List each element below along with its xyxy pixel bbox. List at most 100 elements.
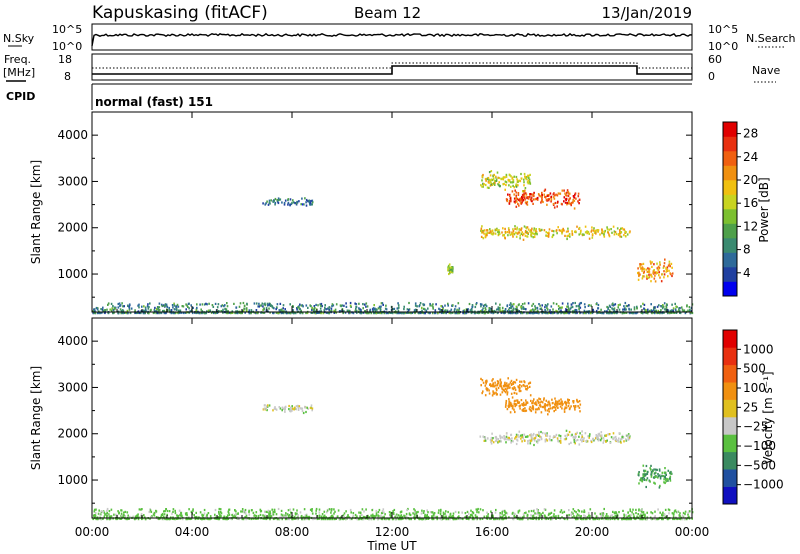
power-echo-cell	[451, 267, 454, 270]
velocity-echo-cell	[561, 404, 564, 407]
power-echo-cell	[265, 307, 268, 310]
velocity-echo-cell	[426, 509, 428, 512]
velocity-echo-cell	[600, 517, 603, 520]
velocity-echo-cell	[343, 515, 346, 518]
velocity-echo-cell	[414, 509, 416, 512]
velocity-echo-cell	[667, 518, 669, 521]
velocity-echo-cell	[657, 508, 659, 511]
power-echo-cell	[550, 198, 553, 201]
power-echo-cell	[358, 308, 360, 311]
power-echo-cell	[540, 200, 543, 203]
power-echo-cell	[480, 227, 483, 230]
velocity-echo-cell	[149, 517, 151, 520]
power-echo-cell	[534, 198, 537, 201]
velocity-echo-cell	[576, 431, 578, 434]
velocity-echo-cell	[494, 384, 497, 387]
power-echo-cell	[652, 308, 655, 312]
velocity-echo-cell	[547, 413, 549, 416]
velocity-echo-cell	[605, 514, 607, 518]
velocity-echo-cell	[105, 513, 107, 516]
velocity-echo-cell	[561, 511, 564, 514]
power-echo-cell	[370, 312, 373, 315]
power-echo-cell	[404, 311, 407, 315]
power-echo-cell	[588, 232, 590, 235]
velocity-echo-cell	[129, 515, 131, 518]
freq-label-unit: [MHz]	[3, 66, 35, 79]
velocity-echo-cell	[95, 517, 97, 521]
velocity-echo-cell	[656, 468, 658, 471]
velocity-echo-cell	[303, 518, 306, 521]
power-echo-cell	[145, 308, 147, 311]
velocity-echo-cell	[500, 381, 502, 384]
power-echo-cell	[508, 231, 510, 234]
power-echo-cell	[284, 199, 287, 202]
velocity-echo-cell	[516, 401, 519, 404]
power-echo-cell	[482, 231, 484, 234]
power-echo-cell	[621, 312, 624, 315]
power-echo-cell	[314, 306, 316, 310]
power-echo-cell	[140, 310, 143, 313]
velocity-echo-cell	[518, 436, 520, 439]
power-echo-cell	[681, 308, 684, 311]
velocity-echo-cell	[572, 508, 575, 511]
velocity-echo-cell	[522, 437, 524, 440]
velocity-echo-cell	[497, 438, 499, 441]
power-echo-cell	[667, 264, 670, 267]
velocity-echo-cell	[232, 515, 234, 518]
velocity-echo-cell	[356, 518, 358, 521]
velocity-echo-cell	[266, 404, 269, 407]
velocity-echo-cell	[511, 437, 513, 440]
power-echo-cell	[550, 305, 553, 308]
velocity-echo-cell	[654, 475, 656, 478]
velocity-echo-cell	[352, 514, 355, 518]
power-echo-cell	[649, 260, 652, 263]
velocity-echo-cell	[301, 407, 304, 410]
power-echo-cell	[482, 237, 485, 240]
velocity-echo-cell	[614, 438, 617, 442]
power-echo-cell	[524, 231, 527, 234]
velocity-echo-cell	[538, 433, 540, 436]
power-echo-cell	[509, 310, 511, 313]
velocity-echo-cell	[515, 433, 518, 436]
velocity-echo-cell	[572, 400, 574, 403]
power-echo-cell	[289, 311, 292, 314]
velocity-echo-cell	[532, 438, 534, 441]
velocity-echo-cell	[588, 515, 591, 518]
velocity-echo-cell	[506, 432, 508, 435]
velocity-echo-cell	[253, 517, 255, 520]
velocity-echo-cell	[525, 388, 527, 391]
power-echo-cell	[238, 305, 241, 308]
velocity-echo-cell	[531, 436, 533, 439]
power-echo-cell	[520, 305, 522, 308]
power-echo-cell	[654, 280, 657, 283]
velocity-echo-cell	[532, 432, 535, 436]
power-echo-cell	[645, 268, 647, 271]
velocity-echo-cell	[190, 517, 192, 520]
power-echo-cell	[276, 306, 278, 309]
power-echo-cell	[451, 311, 454, 314]
velocity-echo-cell	[333, 508, 335, 511]
power-echo-cell	[301, 197, 303, 200]
power-echo-cell	[646, 277, 648, 280]
velocity-echo-cell	[544, 508, 547, 511]
power-echo-cell	[558, 308, 560, 311]
velocity-echo-cell	[380, 514, 382, 517]
power-echo-cell	[564, 192, 566, 195]
station-title: Kapuskasing (fitACF)	[92, 3, 268, 23]
velocity-echo-cell	[309, 406, 312, 410]
power-echo-cell	[118, 302, 121, 305]
velocity-echo-cell	[287, 509, 290, 512]
power-echo-cell	[302, 203, 304, 206]
velocity-echo-cell	[646, 472, 649, 475]
nsky-right-tick-bottom: 10^0	[708, 40, 738, 53]
power-echo-cell	[179, 309, 182, 312]
velocity-echo-cell	[623, 440, 625, 443]
power-echo-cell	[648, 309, 651, 312]
power-echo-cell	[480, 229, 483, 232]
velocity-echo-cell	[627, 433, 630, 436]
power-echo-cell	[550, 311, 552, 315]
power-echo-cell	[639, 273, 641, 276]
velocity-echo-cell	[524, 439, 526, 442]
power-echo-cell	[535, 229, 537, 232]
velocity-echo-cell	[672, 517, 675, 520]
